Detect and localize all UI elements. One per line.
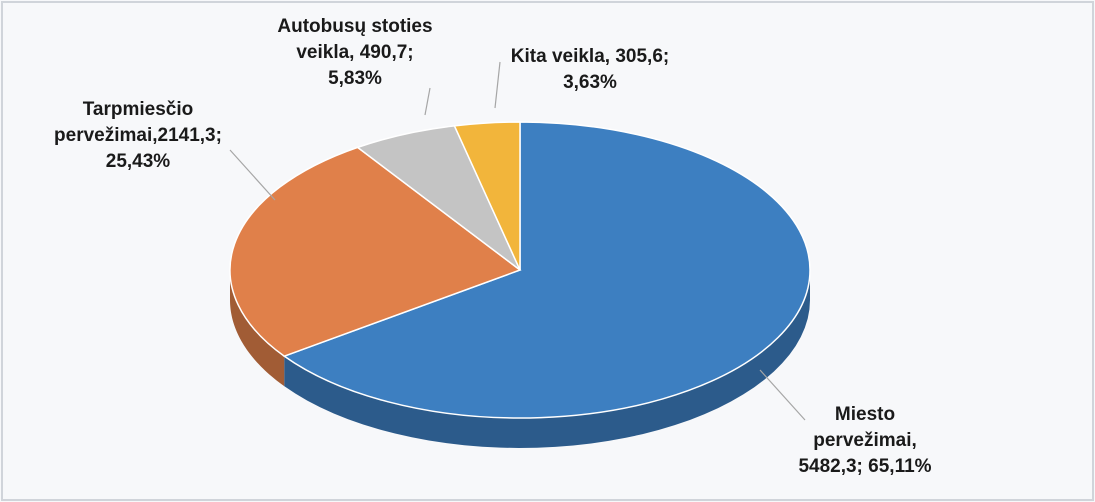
slice <box>229 146 522 357</box>
data-label-line: Miesto <box>835 404 895 425</box>
data-label-line: Tarpmiesčio <box>83 99 194 120</box>
data-label-line: 5482,3; 65,11% <box>798 456 931 477</box>
slice-side <box>284 270 810 448</box>
data-label-line: Autobusų stoties <box>277 16 432 37</box>
data-label: Miesto pervežimai, 5482,3; 65,11% <box>798 404 931 477</box>
leader-line <box>424 87 431 116</box>
data-label-line: 25,43% <box>106 151 171 172</box>
slice <box>453 121 521 271</box>
leader-line <box>229 149 276 201</box>
slice-side <box>230 270 285 387</box>
data-label-line: pervežimai,2141,3; <box>54 125 222 146</box>
data-label-line: pervežimai, <box>813 430 917 451</box>
leader-line <box>759 369 806 421</box>
leader-line <box>494 61 501 109</box>
data-label: Kita veikla, 305,6; 3,63% <box>511 46 669 93</box>
data-label-line: 3,63% <box>563 72 617 93</box>
slice <box>282 121 811 419</box>
data-label-line: 5,83% <box>328 68 382 89</box>
data-label-line: Kita veikla, 305,6; <box>511 46 669 67</box>
data-label-line: veikla, 490,7; <box>296 42 413 63</box>
data-label: Tarpmiesčio pervežimai,2141,3; 25,43% <box>54 99 222 172</box>
data-label: Autobusų stoties veikla, 490,7; 5,83% <box>277 16 432 89</box>
